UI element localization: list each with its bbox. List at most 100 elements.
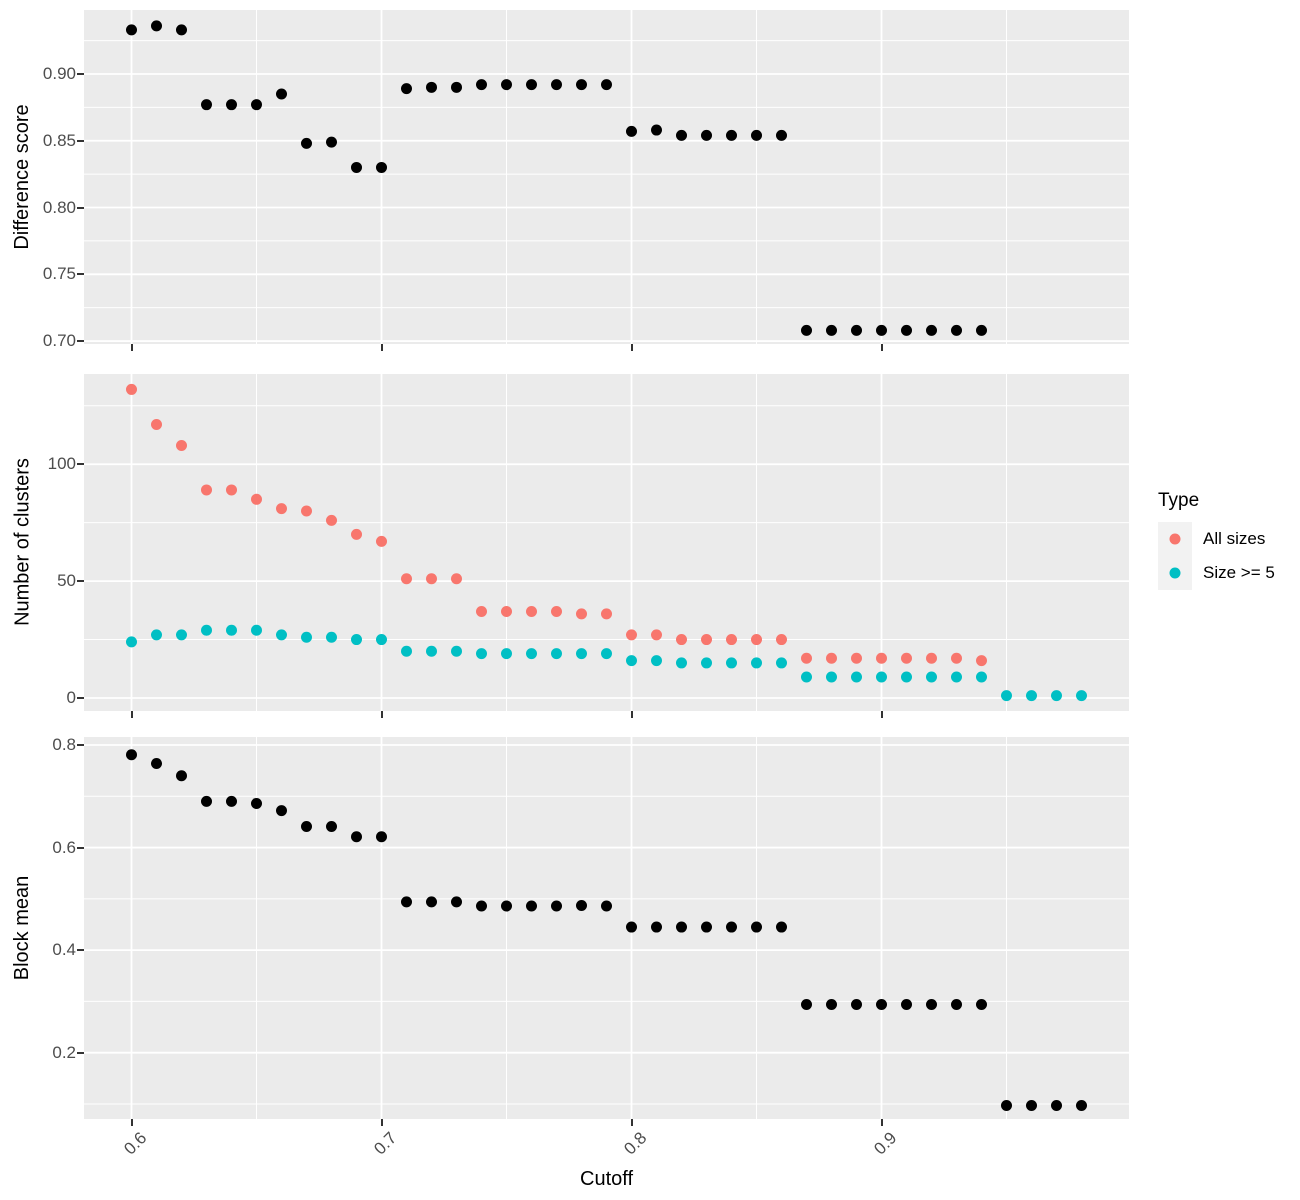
data-point-block-mean: [476, 900, 487, 912]
data-point-block-mean: [751, 921, 762, 933]
data-point-difference-score: [326, 136, 337, 148]
data-point-all-sizes: [401, 573, 412, 585]
data-point-size-5: [901, 671, 912, 683]
data-point-all-sizes: [526, 606, 537, 618]
data-point-block-mean: [501, 900, 512, 912]
data-point-all-sizes: [226, 484, 237, 496]
data-point-size-5: [1076, 690, 1087, 702]
data-point-size-5: [501, 648, 512, 660]
x-axis-tick: [130, 711, 133, 718]
data-point-size-5: [551, 648, 562, 660]
data-point-block-mean: [951, 998, 962, 1010]
data-point-difference-score: [676, 129, 687, 141]
y-axis-tick: [77, 206, 84, 209]
data-point-block-mean: [276, 805, 287, 817]
data-point-block-mean: [701, 921, 712, 933]
data-point-size-5: [751, 657, 762, 669]
data-point-block-mean: [676, 921, 687, 933]
data-point-all-sizes: [776, 634, 787, 646]
data-point-all-sizes: [976, 655, 987, 667]
legend-key-size-5: [1158, 556, 1192, 590]
data-point-all-sizes: [851, 652, 862, 664]
y-axis-tick: [77, 72, 84, 75]
data-point-size-5: [851, 671, 862, 683]
y-tick-label: 0.85: [42, 130, 76, 150]
x-axis-tick: [130, 344, 133, 351]
data-point-block-mean: [626, 921, 637, 933]
legend: Type All sizes Size >= 5: [1146, 490, 1275, 590]
y-axis-tick: [77, 744, 84, 746]
data-point-block-mean: [901, 998, 912, 1010]
data-point-size-5: [176, 629, 187, 641]
data-point-all-sizes: [451, 573, 462, 585]
data-point-size-5: [626, 655, 637, 667]
data-point-difference-score: [926, 324, 937, 336]
data-point-size-5: [1001, 690, 1012, 702]
data-point-size-5: [776, 657, 787, 669]
data-point-difference-score: [401, 83, 412, 95]
data-point-block-mean: [301, 821, 312, 833]
data-point-all-sizes: [176, 440, 187, 452]
data-point-all-sizes: [301, 505, 312, 517]
data-point-all-sizes: [126, 383, 137, 395]
data-point-difference-score: [376, 161, 387, 173]
data-point-size-5: [701, 657, 712, 669]
data-point-size-5: [726, 657, 737, 669]
data-point-difference-score: [951, 324, 962, 336]
data-point-difference-score: [176, 24, 187, 36]
data-point-all-sizes: [801, 652, 812, 664]
data-point-size-5: [826, 671, 837, 683]
x-axis-tick: [380, 711, 383, 718]
y-axis-tick: [77, 273, 84, 276]
y-axis-tick: [77, 139, 84, 142]
y-axis-title-number-of-clusters: Number of clusters: [11, 458, 34, 626]
data-point-block-mean: [551, 900, 562, 912]
legend-entry-all-sizes: All sizes: [1158, 522, 1275, 556]
data-point-size-5: [201, 624, 212, 636]
data-point-block-mean: [801, 998, 812, 1010]
panel-number-of-clusters: [84, 374, 1129, 711]
legend-entry-size-5: Size >= 5: [1158, 556, 1275, 590]
data-point-difference-score: [351, 161, 362, 173]
data-point-size-5: [951, 671, 962, 683]
data-point-difference-score: [251, 99, 262, 111]
data-point-block-mean: [976, 998, 987, 1010]
data-point-all-sizes: [926, 652, 937, 664]
legend-title: Type: [1158, 490, 1200, 511]
data-point-block-mean: [926, 998, 937, 1010]
data-point-size-5: [251, 624, 262, 636]
data-point-block-mean: [1051, 1100, 1062, 1112]
data-point-all-sizes: [626, 629, 637, 641]
data-point-size-5: [1026, 690, 1037, 702]
data-point-all-sizes: [376, 535, 387, 547]
data-point-difference-score: [426, 81, 437, 93]
data-point-size-5: [876, 671, 887, 683]
data-point-difference-score: [551, 79, 562, 91]
data-point-all-sizes: [726, 634, 737, 646]
panel-block-mean: [84, 737, 1129, 1119]
data-point-size-5: [1051, 690, 1062, 702]
y-tick-label: 100: [47, 454, 76, 474]
data-point-difference-score: [976, 324, 987, 336]
data-point-all-sizes: [151, 418, 162, 430]
data-point-block-mean: [401, 896, 412, 908]
data-point-block-mean: [601, 900, 612, 912]
data-point-size-5: [651, 655, 662, 667]
data-point-size-5: [401, 645, 412, 657]
data-point-difference-score: [301, 137, 312, 149]
data-point-all-sizes: [676, 634, 687, 646]
data-point-difference-score: [751, 129, 762, 141]
data-point-block-mean: [201, 795, 212, 807]
data-point-difference-score: [201, 99, 212, 111]
x-tick-label: 0.8: [620, 1128, 651, 1159]
data-point-difference-score: [501, 79, 512, 91]
x-axis-tick: [130, 1119, 133, 1126]
data-point-block-mean: [326, 821, 337, 833]
y-axis-tick: [77, 340, 84, 343]
y-tick-label: 0.6: [52, 837, 76, 857]
data-point-all-sizes: [326, 514, 337, 526]
data-point-difference-score: [826, 324, 837, 336]
data-point-size-5: [576, 648, 587, 660]
data-point-block-mean: [1001, 1100, 1012, 1112]
